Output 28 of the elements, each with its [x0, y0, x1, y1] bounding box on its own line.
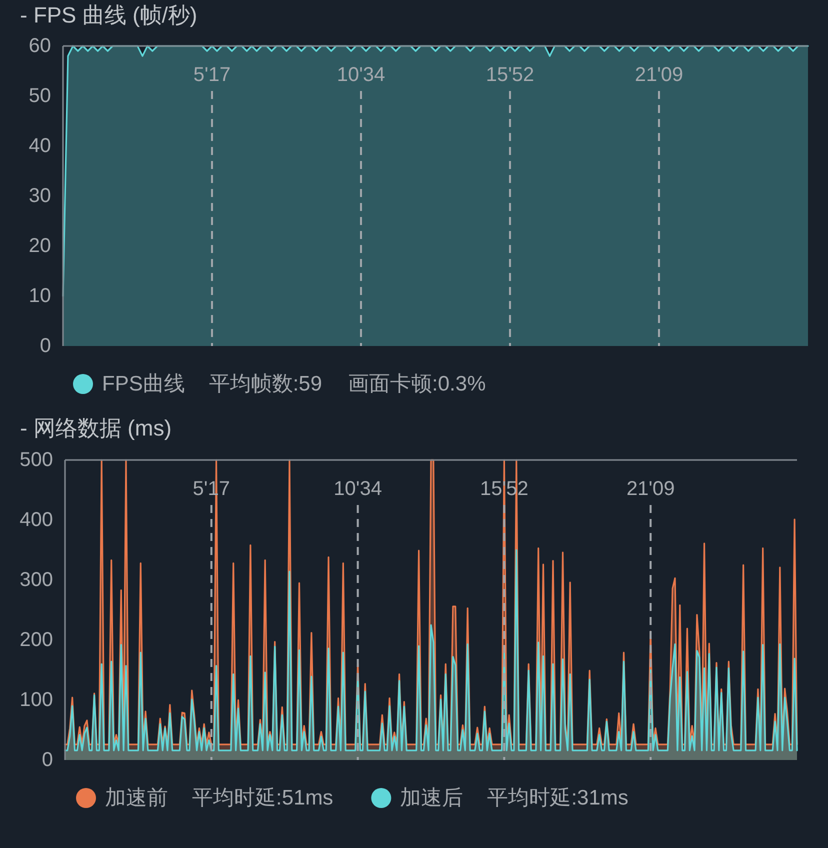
y-tick: 500 [20, 449, 53, 471]
annotation: 平均时延:31ms [487, 786, 628, 810]
legend-label: FPS曲线 [102, 372, 185, 396]
x-tick: 21'09 [634, 64, 684, 86]
y-tick: 200 [20, 629, 53, 651]
title: - FPS 曲线 (帧/秒) [20, 2, 198, 28]
y-tick: 60 [28, 35, 51, 57]
y-tick: 50 [28, 85, 51, 107]
y-tick: 40 [28, 135, 51, 157]
x-tick: 21'09 [626, 478, 675, 500]
x-tick: 10'34 [336, 64, 386, 86]
x-tick: 5'17 [193, 64, 231, 86]
x-tick: 10'34 [334, 478, 382, 500]
x-tick: 15'52 [486, 64, 534, 86]
y-tick: 300 [20, 569, 53, 591]
y-tick: 100 [20, 689, 53, 711]
legend-label: 加速后 [400, 786, 464, 810]
title: - 网络数据 (ms) [20, 416, 172, 440]
annotation: 平均时延:51ms [192, 786, 334, 810]
legend-label: 加速前 [105, 786, 168, 810]
y-tick: 30 [28, 185, 51, 207]
y-tick: 0 [42, 749, 53, 771]
annotation: 画面卡顿:0.3% [348, 372, 486, 396]
y-tick: 400 [20, 509, 53, 531]
y-tick: 10 [28, 285, 51, 307]
annotation: 平均帧数:59 [208, 372, 322, 396]
y-tick: 20 [28, 235, 51, 257]
y-tick: 0 [40, 335, 51, 357]
